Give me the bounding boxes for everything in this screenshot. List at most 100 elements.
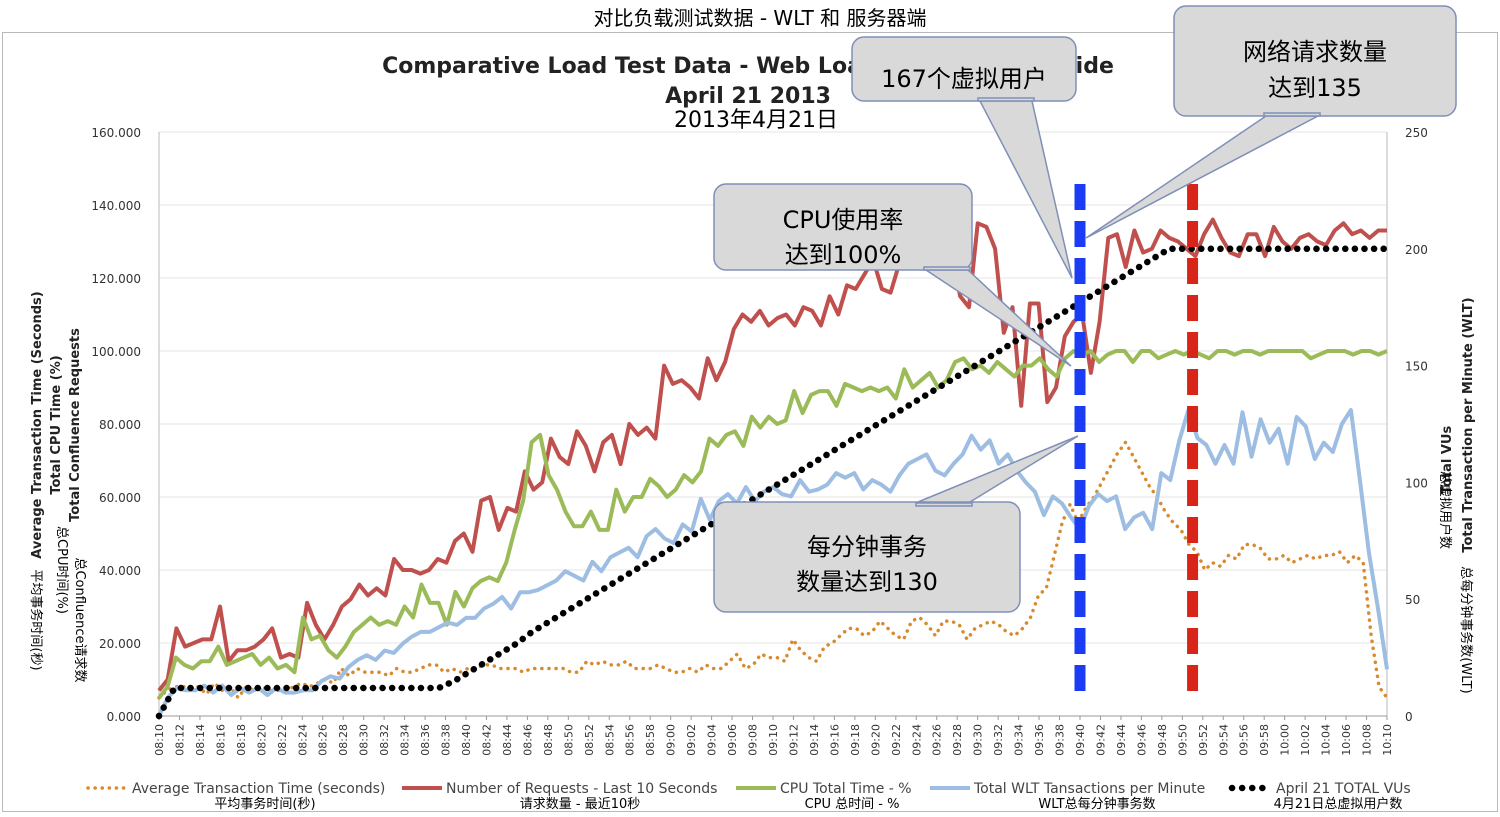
callout-text: 每分钟事务 — [807, 533, 927, 561]
legend-label: Total WLT Tansactions per Minute — [973, 781, 1205, 797]
callout: 167个虚拟用户 — [851, 36, 1077, 279]
x-tick-label: 08:56 — [624, 724, 637, 756]
page-title: 对比负载测试数据 - WLT 和 服务器端 — [593, 6, 927, 30]
x-tick-label: 08:36 — [419, 724, 432, 756]
callout-text: 达到100% — [785, 241, 902, 269]
x-tick-label: 09:56 — [1238, 724, 1251, 756]
left-tick-label: 60.000 — [99, 491, 141, 505]
x-tick-label: 10:10 — [1381, 724, 1394, 756]
x-tick-label: 08:24 — [296, 724, 309, 756]
x-tick-label: 09:40 — [1074, 724, 1087, 756]
callout-pointer — [917, 435, 1079, 503]
left-tick-label: 160.000 — [91, 126, 141, 140]
legend-label-cn: 请求数量 - 最近10秒 — [520, 797, 641, 812]
x-tick-label: 08:54 — [603, 724, 616, 756]
x-tick-label: 09:00 — [665, 724, 678, 756]
x-tick-label: 10:04 — [1320, 724, 1333, 756]
x-tick-label: 08:20 — [255, 724, 268, 756]
callout-text: 达到135 — [1268, 74, 1362, 102]
left-axis-label: Average Transaction Time (Seconds) — [30, 291, 45, 558]
x-tick-label: 09:42 — [1094, 724, 1107, 756]
x-tick-label: 09:24 — [910, 724, 923, 756]
callout-pointer — [1085, 115, 1319, 239]
callout-text: 数量达到130 — [796, 568, 938, 596]
legend-group: Average Transaction Time (seconds)平均事务时间… — [86, 781, 1411, 812]
x-tick-label: 08:14 — [194, 724, 207, 756]
x-tick-label: 09:48 — [1156, 724, 1169, 756]
x-tick-label: 08:48 — [542, 724, 555, 756]
left-tick-label: 140.000 — [91, 199, 141, 213]
left-axis-label-cn: 平均事务时间(秒) — [28, 569, 44, 670]
right-tick-label: 200 — [1405, 243, 1428, 257]
right-axis-label-cn: 总每分钟事务数(WLT) — [1458, 566, 1474, 693]
x-tick-label: 09:52 — [1197, 724, 1210, 756]
x-tick-label: 10:06 — [1340, 724, 1353, 756]
legend-label: CPU Total Time - % — [780, 781, 912, 797]
series-line — [157, 217, 1387, 692]
left-axis-label-cn: 总CPU时间(%) — [54, 526, 69, 614]
x-tick-label: 08:26 — [317, 724, 330, 756]
legend-label: Average Transaction Time (seconds) — [132, 781, 385, 797]
x-tick-label: 08:42 — [480, 724, 493, 756]
left-axis-label: Total CPU Time (%) — [49, 355, 64, 494]
x-tick-label: 08:46 — [521, 724, 534, 756]
x-tick-label: 09:02 — [685, 724, 698, 756]
left-axis-ticks: 0.000 20.000 40.000 60.000 80.000 100.000 120.… — [91, 126, 141, 724]
x-tick-label: 09:20 — [869, 724, 882, 756]
x-tick-label: 08:16 — [214, 724, 227, 756]
callout-seam — [915, 502, 973, 507]
left-axis-label-cn: 总Confluence请求数 — [72, 557, 87, 682]
callout-seam — [1263, 112, 1321, 117]
callout-box — [713, 501, 1021, 613]
x-tick-label: 08:10 — [153, 724, 166, 756]
x-tick-label: 08:28 — [337, 724, 350, 756]
series-line — [157, 349, 1388, 700]
axis-label-group: Average Transaction Time (Seconds) Total … — [28, 291, 1476, 693]
marker-group — [1074, 184, 1199, 700]
x-tick-label: 09:58 — [1258, 724, 1271, 756]
x-tick-label: 09:16 — [828, 724, 841, 756]
series-group — [155, 217, 1391, 720]
left-tick-label: 100.000 — [91, 345, 141, 359]
legend-label: April 21 TOTAL VUs — [1276, 781, 1411, 797]
legend-label: Number of Requests - Last 10 Seconds — [446, 781, 717, 797]
left-tick-label: 80.000 — [99, 418, 141, 432]
x-tick-label: 08:40 — [460, 724, 473, 756]
x-tick-label: 08:30 — [358, 724, 371, 756]
x-tick-label: 09:30 — [972, 724, 985, 756]
x-tick-label: 09:22 — [890, 724, 903, 756]
x-tick-label: 08:38 — [440, 724, 453, 756]
left-tick-label: 40.000 — [99, 564, 141, 578]
x-tick-label: 08:18 — [235, 724, 248, 756]
chart-subtitle: April 21 2013 — [665, 84, 831, 109]
legend-label-cn: WLT总每分钟事务数 — [1038, 796, 1155, 812]
x-tick-label: 09:54 — [1217, 724, 1230, 756]
callout-text: CPU使用率 — [783, 206, 904, 234]
x-tick-label: 09:28 — [951, 724, 964, 756]
series-line — [155, 245, 1391, 720]
right-axis-ticks: 0 50 100 150 200 250 — [1405, 126, 1428, 724]
left-tick-label: 0.000 — [107, 710, 141, 724]
callout-seam — [923, 266, 971, 271]
callout-text: 网络请求数量 — [1243, 38, 1387, 66]
x-tick-label: 10:02 — [1299, 724, 1312, 756]
callout-text: 167个虚拟用户 — [881, 65, 1047, 93]
x-tick-label: 08:58 — [644, 724, 657, 756]
x-tick-label: 09:44 — [1115, 724, 1128, 756]
callout-box — [713, 183, 973, 271]
legend-label-cn: CPU 总时间 - % — [805, 797, 900, 812]
callout-box — [851, 36, 1077, 102]
x-tick-label: 09:14 — [808, 724, 821, 756]
x-tick-label: 09:32 — [992, 724, 1005, 756]
left-axis-label: Total Confluence Requests — [68, 328, 83, 522]
right-tick-label: 100 — [1405, 476, 1428, 490]
right-axis-label: Total VUs — [1440, 426, 1455, 495]
series-line — [157, 440, 1389, 700]
x-tick-label: 09:34 — [1013, 724, 1026, 756]
x-tick-label: 09:36 — [1033, 724, 1046, 756]
x-tick-label: 10:08 — [1361, 724, 1374, 756]
x-tick-label: 09:08 — [747, 724, 760, 756]
